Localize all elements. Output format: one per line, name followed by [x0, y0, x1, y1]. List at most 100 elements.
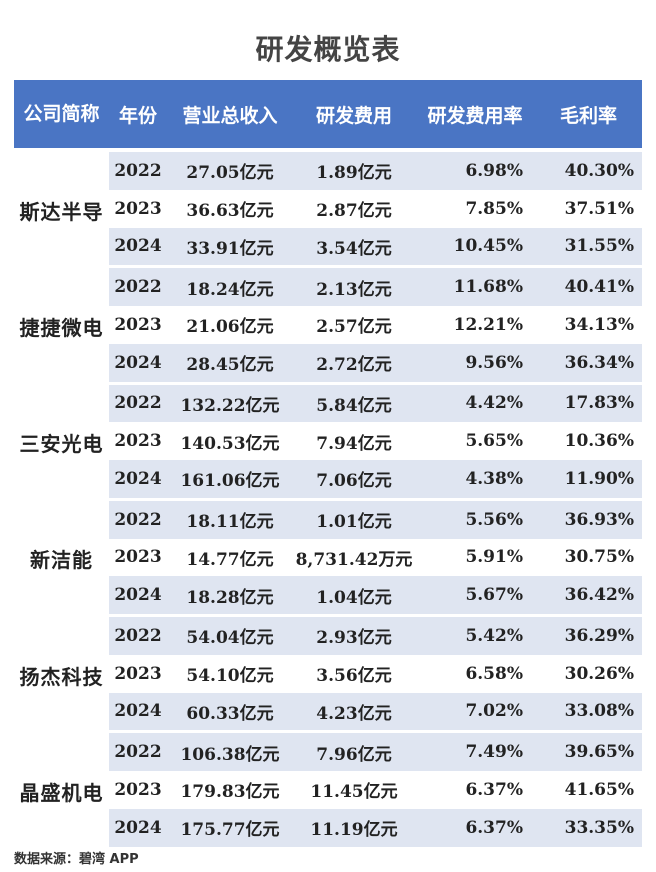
- gross-margin-cell: 36.29%: [535, 617, 642, 655]
- year-cell: 2024: [109, 343, 167, 385]
- gross-margin-cell: 36.42%: [535, 576, 642, 617]
- year-cell: 2023: [109, 422, 167, 460]
- header-gross-margin: 毛利率: [535, 80, 642, 152]
- revenue-cell: 14.77亿元: [167, 538, 293, 577]
- gross-margin-cell: 31.55%: [535, 227, 642, 269]
- revenue-cell: 106.38亿元: [167, 733, 293, 771]
- rd-rate-cell: 11.68%: [415, 268, 535, 306]
- year-cell: 2023: [109, 654, 167, 693]
- revenue-cell: 18.24亿元: [167, 268, 293, 306]
- rd-rate-cell: 6.98%: [415, 152, 535, 190]
- gross-margin-cell: 34.13%: [535, 306, 642, 344]
- gross-margin-cell: 30.26%: [535, 654, 642, 693]
- rd-rate-cell: 9.56%: [415, 343, 535, 385]
- rd-expense-cell: 11.19亿元: [293, 808, 415, 850]
- rd-rate-cell: 7.02%: [415, 692, 535, 734]
- rd-rate-cell: 7.49%: [415, 733, 535, 771]
- rd-expense-cell: 4.23亿元: [293, 692, 415, 734]
- revenue-cell: 140.53亿元: [167, 422, 293, 460]
- revenue-cell: 28.45亿元: [167, 343, 293, 385]
- gross-margin-cell: 11.90%: [535, 460, 642, 501]
- revenue-cell: 179.83亿元: [167, 771, 293, 809]
- rd-rate-cell: 7.85%: [415, 189, 535, 228]
- rd-rate-cell: 10.45%: [415, 227, 535, 269]
- gross-margin-cell: 41.65%: [535, 771, 642, 809]
- rd-expense-cell: 2.93亿元: [293, 617, 415, 655]
- year-cell: 2022: [109, 384, 167, 423]
- year-cell: 2022: [109, 500, 167, 539]
- table-row: 扬杰科技 2022 54.04亿元 2.93亿元 5.42% 36.29%: [14, 617, 642, 734]
- rd-rate-cell: 5.65%: [415, 422, 535, 460]
- gross-margin-cell: 39.65%: [535, 733, 642, 771]
- year-cell: 2024: [109, 576, 167, 617]
- year-cell: 2023: [109, 771, 167, 809]
- gross-margin-cell: 30.75%: [535, 538, 642, 577]
- year-cell: 2024: [109, 227, 167, 269]
- rd-expense-cell: 3.54亿元: [293, 227, 415, 269]
- year-cell: 2022: [109, 733, 167, 771]
- header-company: 公司简称: [14, 80, 109, 152]
- rd-rate-cell: 5.91%: [415, 538, 535, 577]
- rd-expense-cell: 7.94亿元: [293, 422, 415, 460]
- gross-margin-cell: 36.93%: [535, 500, 642, 539]
- page-title: 研发概览表: [255, 33, 401, 66]
- table-row: 2024 175.77亿元 11.19亿元 6.37% 33.35%: [14, 808, 642, 850]
- revenue-cell: 33.91亿元: [167, 227, 293, 269]
- table-body: 斯达半导 2022 27.05亿元 1.89亿元 6.98% 40.30% 2023 36.6…: [14, 152, 642, 850]
- revenue-cell: 18.11亿元: [167, 500, 293, 539]
- company-name: 斯达半导: [14, 152, 109, 269]
- gross-margin-cell: 10.36%: [535, 422, 642, 460]
- revenue-cell: 54.04亿元: [167, 617, 293, 655]
- year-cell: 2022: [109, 268, 167, 306]
- rd-rate-cell: 5.56%: [415, 500, 535, 539]
- table-row: 2024 161.06亿元 7.06亿元 4.38% 11.90%: [14, 460, 642, 501]
- rd-expense-cell: 1.89亿元: [293, 152, 415, 190]
- rd-expense-cell: 1.04亿元: [293, 576, 415, 617]
- rd-expense-cell: 11.45亿元: [293, 771, 415, 809]
- header-rd-rate: 研发费用率: [415, 80, 535, 152]
- rd-expense-cell: 2.13亿元: [293, 268, 415, 306]
- company-name: 新洁能: [14, 500, 109, 617]
- rd-rate-cell: 12.21%: [415, 306, 535, 344]
- rd-rate-cell: 6.37%: [415, 771, 535, 809]
- revenue-cell: 18.28亿元: [167, 576, 293, 617]
- rd-overview-table: 公司简称 年份 营业总收入 研发费用 研发费用率 毛利率 斯达半导 2022 27.…: [14, 80, 642, 850]
- table-row: 斯达半导 2022 27.05亿元 1.89亿元 6.98% 40.30%: [14, 152, 642, 269]
- header-rd-expense: 研发费用: [293, 80, 415, 152]
- table-row: 晶盛机电 2022 106.38亿元 7.96亿元 7.49% 39.65%: [14, 733, 642, 850]
- gross-margin-cell: 37.51%: [535, 189, 642, 228]
- header-revenue: 营业总收入: [167, 80, 293, 152]
- year-cell: 2023: [109, 306, 167, 344]
- revenue-cell: 132.22亿元: [167, 384, 293, 423]
- revenue-cell: 36.63亿元: [167, 189, 293, 228]
- revenue-cell: 161.06亿元: [167, 460, 293, 501]
- table-row: 2024 28.45亿元 2.72亿元 9.56% 36.34%: [14, 343, 642, 385]
- rd-expense-cell: 5.84亿元: [293, 384, 415, 423]
- revenue-cell: 21.06亿元: [167, 306, 293, 344]
- year-cell: 2024: [109, 692, 167, 734]
- rd-expense-cell: 8,731.42万元: [293, 538, 415, 577]
- rd-rate-cell: 4.38%: [415, 460, 535, 501]
- rd-expense-cell: 3.56亿元: [293, 654, 415, 693]
- rd-expense-cell: 7.06亿元: [293, 460, 415, 501]
- table-row: 2024 33.91亿元 3.54亿元 10.45% 31.55%: [14, 227, 642, 269]
- year-cell: 2023: [109, 189, 167, 228]
- table-row: 三安光电 2022 132.22亿元 5.84亿元 4.42% 17.83%: [14, 384, 642, 501]
- revenue-cell: 175.77亿元: [167, 808, 293, 850]
- rd-rate-cell: 6.58%: [415, 654, 535, 693]
- table-row: 2023 179.83亿元 11.45亿元 6.37% 41.65%: [14, 771, 642, 809]
- rd-expense-cell: 2.87亿元: [293, 189, 415, 228]
- header-year: 年份: [109, 80, 167, 152]
- rd-rate-cell: 5.42%: [415, 617, 535, 655]
- table-row: 捷捷微电 2022 18.24亿元 2.13亿元 11.68% 40.41%: [14, 268, 642, 385]
- revenue-cell: 60.33亿元: [167, 692, 293, 734]
- company-name: 捷捷微电: [14, 268, 109, 385]
- gross-margin-cell: 40.30%: [535, 152, 642, 190]
- gross-margin-cell: 40.41%: [535, 268, 642, 306]
- company-name: 晶盛机电: [14, 733, 109, 850]
- rd-expense-cell: 2.57亿元: [293, 306, 415, 344]
- table-row: 新洁能 2022 18.11亿元 1.01亿元 5.56% 36.93%: [14, 500, 642, 617]
- rd-rate-cell: 5.67%: [415, 576, 535, 617]
- rd-expense-cell: 7.96亿元: [293, 733, 415, 771]
- table-row: 2023 36.63亿元 2.87亿元 7.85% 37.51%: [14, 189, 642, 228]
